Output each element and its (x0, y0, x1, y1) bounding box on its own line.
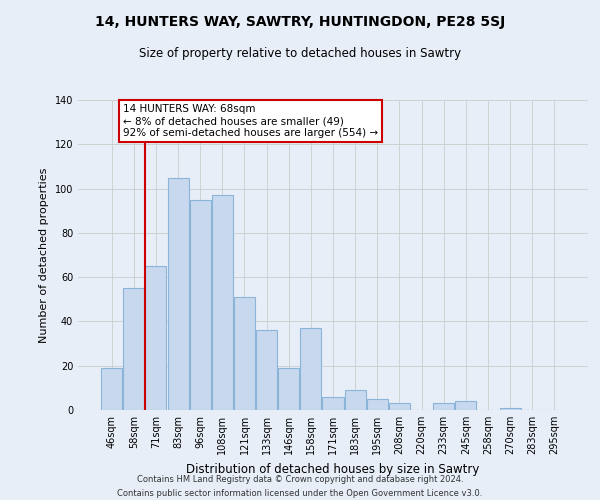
Bar (344, 390, 365, 410)
Bar (190, 200, 211, 410)
Bar (500, 408, 521, 410)
Bar (433, 404, 454, 410)
Bar (101, 368, 122, 410)
Bar (124, 288, 145, 410)
X-axis label: Distribution of detached houses by size in Sawtry: Distribution of detached houses by size … (187, 462, 479, 475)
Text: 14, HUNTERS WAY, SAWTRY, HUNTINGDON, PE28 5SJ: 14, HUNTERS WAY, SAWTRY, HUNTINGDON, PE2… (95, 15, 505, 29)
Bar (301, 328, 322, 410)
Bar (234, 297, 255, 410)
Bar (278, 368, 299, 410)
Bar (322, 396, 344, 410)
Text: Contains HM Land Registry data © Crown copyright and database right 2024.
Contai: Contains HM Land Registry data © Crown c… (118, 476, 482, 498)
Bar (455, 401, 476, 410)
Bar (389, 404, 410, 410)
Text: 14 HUNTERS WAY: 68sqm
← 8% of detached houses are smaller (49)
92% of semi-detac: 14 HUNTERS WAY: 68sqm ← 8% of detached h… (123, 104, 378, 138)
Bar (212, 195, 233, 410)
Bar (145, 266, 166, 410)
Bar (367, 399, 388, 410)
Y-axis label: Number of detached properties: Number of detached properties (39, 168, 49, 342)
Bar (256, 330, 277, 410)
Bar (167, 178, 188, 410)
Text: Size of property relative to detached houses in Sawtry: Size of property relative to detached ho… (139, 48, 461, 60)
